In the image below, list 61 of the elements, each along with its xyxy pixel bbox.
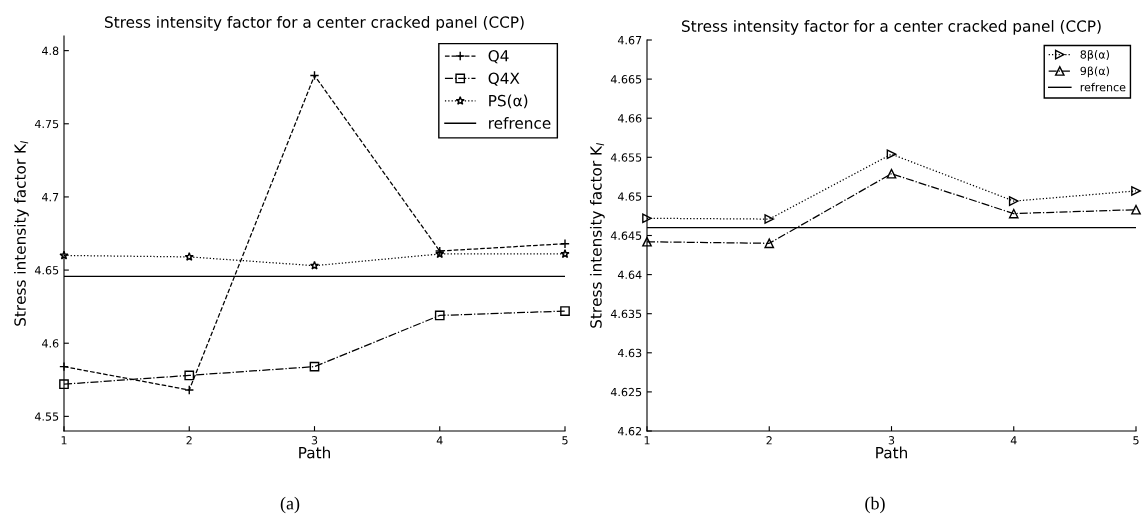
point (309, 361, 320, 372)
x-tick-label: 4 (1010, 436, 1017, 445)
legend-label: 9β(α) (1080, 66, 1109, 78)
text: (b) (865, 496, 885, 514)
y-tick-label: 4.645 (610, 231, 642, 240)
y-axis-title: Stress intensity factor K$_{I}$ (589, 142, 605, 328)
x-tick-label: 5 (1133, 436, 1139, 445)
y-tick-label: 4.66 (617, 114, 642, 123)
point (1008, 196, 1019, 206)
x-tick-label: 3 (888, 436, 895, 445)
x-tick-label: 2 (766, 436, 772, 445)
y-tick-label: 4.635 (610, 309, 642, 319)
point (560, 249, 570, 259)
y-tick-label: 4.64 (617, 270, 642, 279)
x-axis-title: Path (299, 446, 330, 459)
x-tick-label: 4 (436, 436, 443, 445)
y-tick-label: 4.63 (617, 348, 642, 358)
y-tick-label: 4.55 (34, 412, 59, 421)
x-tick-label: 5 (562, 436, 568, 445)
point (1131, 186, 1141, 196)
chart-title: Stress intensity factor for a center cracked panel (CCP) (682, 20, 1101, 35)
legend-label: refrence (489, 117, 551, 129)
text: (a) (280, 496, 300, 514)
point (764, 238, 775, 249)
chart-title: Stress intensity factor for a center cracked panel (CCP) (105, 16, 524, 31)
y-tick-label: 4.62 (617, 426, 642, 436)
y-tick-label: 4.625 (610, 387, 642, 397)
point (886, 149, 897, 160)
x-tick-label: 3 (311, 436, 318, 445)
y-tick-label: 4.67 (617, 35, 642, 45)
x-tick-label: 1 (644, 436, 650, 445)
point (642, 213, 652, 224)
point (1008, 208, 1019, 219)
y-tick-label: 4.65 (34, 266, 59, 275)
legend-label: refrence (1080, 82, 1126, 92)
y-tick-label: 4.665 (610, 75, 642, 84)
point (560, 306, 570, 316)
point (184, 252, 194, 261)
legend-label: 8β(α) (1080, 50, 1109, 61)
x-tick-label: 1 (61, 436, 67, 445)
legend-label: PS(α) (489, 94, 528, 109)
point (1131, 204, 1141, 215)
y-tick-label: 4.655 (610, 153, 642, 162)
y-tick-label: 4.75 (34, 119, 59, 129)
point (764, 214, 775, 224)
x-axis-title: Path (876, 446, 907, 459)
point (59, 250, 69, 260)
y-axis-title: Stress intensity factor K$_{I}$ (14, 140, 29, 326)
point (642, 236, 652, 247)
y-tick-label: 4.65 (617, 192, 642, 201)
x-tick-label: 2 (186, 436, 192, 445)
point (184, 370, 195, 381)
point (434, 310, 445, 321)
y-tick-label: 4.6 (42, 339, 59, 348)
y-tick-label: 4.8 (42, 46, 59, 56)
y-tick-label: 4.7 (42, 193, 59, 202)
point (309, 260, 320, 270)
point (886, 168, 897, 179)
legend-label: Q4X (488, 72, 520, 86)
legend-label: Q4 (488, 50, 509, 64)
point (59, 379, 69, 390)
